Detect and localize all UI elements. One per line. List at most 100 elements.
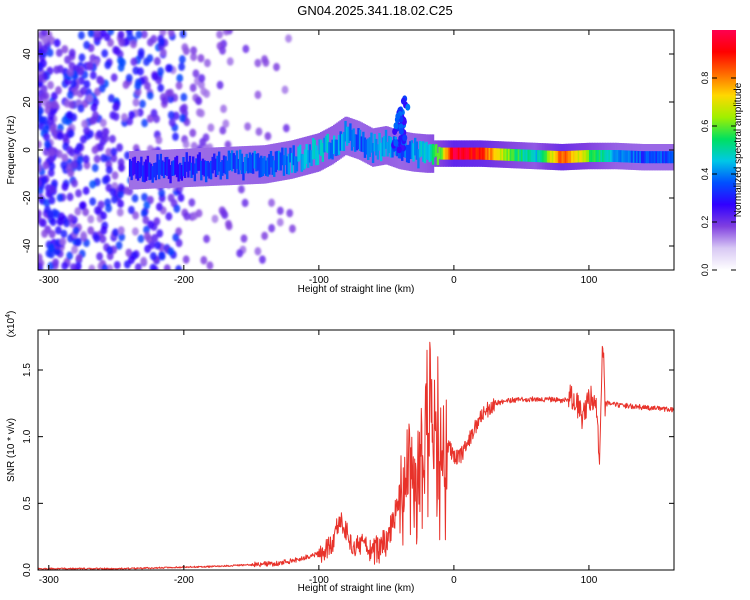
spectrogram-cell xyxy=(632,150,636,163)
spectrogram-cell xyxy=(230,150,234,172)
spectrogram-cell xyxy=(567,150,571,163)
spectrogram-cell xyxy=(165,212,173,221)
spectrogram-cell xyxy=(564,151,568,164)
spectrogram-cell xyxy=(362,131,365,153)
spectrogram-cell xyxy=(345,126,349,146)
spectrogram-cell xyxy=(511,148,514,161)
spectrogram-cell xyxy=(204,58,211,68)
spectrogram-cell xyxy=(441,147,444,160)
spectrogram-cell xyxy=(38,106,44,116)
spectrogram-cell xyxy=(262,58,270,67)
spectrogram-cell xyxy=(116,143,123,152)
spectrogram-cell xyxy=(407,144,410,164)
spectrogram-cells xyxy=(38,30,674,270)
spectrogram-cell xyxy=(102,127,110,137)
spectrogram-cell xyxy=(79,135,87,144)
spectrogram-cell xyxy=(156,229,164,238)
spectrogram-cell xyxy=(529,149,532,162)
spectrogram-cell xyxy=(113,46,121,56)
spectrogram-cell xyxy=(398,127,404,135)
spectrogram-cell xyxy=(47,111,55,121)
spectrogram-cell xyxy=(178,62,186,71)
spectrogram-cell xyxy=(77,104,85,113)
spectrogram-cell xyxy=(42,125,50,134)
spectrogram-cell xyxy=(130,160,133,181)
spectrogram-cell xyxy=(533,150,537,162)
spectrogram-cell xyxy=(98,84,106,93)
spectrogram-cell xyxy=(430,144,433,161)
spectrogram-cell xyxy=(134,81,142,91)
spectrogram-cell xyxy=(605,150,608,162)
colorbar-tick-label: 0.6 xyxy=(700,120,710,133)
spectrogram-cell xyxy=(650,151,653,164)
spectrogram-cell xyxy=(48,162,56,171)
spectrogram-cell xyxy=(339,131,342,151)
spectrogram-cell xyxy=(558,151,561,164)
spectrogram-cell xyxy=(161,96,169,105)
spectrogram-cell xyxy=(289,147,292,163)
spectrogram-cell xyxy=(157,83,165,93)
spectrogram-cell xyxy=(392,127,398,135)
spectrogram-cell xyxy=(130,57,138,67)
y-tick-label: -20 xyxy=(22,190,33,205)
spectrogram-cell xyxy=(344,120,347,142)
spectrogram-cell xyxy=(158,188,166,198)
spectrogram-cell xyxy=(118,38,126,47)
spectrogram-cell xyxy=(527,149,530,162)
spectrogram-cell xyxy=(614,150,618,162)
spectrogram-cell xyxy=(76,67,84,76)
spectrogram-cell xyxy=(75,254,83,263)
spectrogram-cell xyxy=(132,98,140,107)
spectrogram-cell xyxy=(82,207,90,217)
spectrogram-cell xyxy=(38,73,44,83)
spectrogram-cell xyxy=(119,58,126,67)
spectrogram-cell xyxy=(303,149,307,169)
spectrogram-cell xyxy=(467,147,470,160)
spectrogram-cell xyxy=(101,264,109,270)
snr-series-line xyxy=(38,341,674,570)
spectrogram-cell xyxy=(140,156,143,177)
spectrogram-cell xyxy=(167,30,175,37)
spectrogram-cell xyxy=(139,99,146,109)
spectrogram-cell xyxy=(255,153,258,172)
spectrogram-cell xyxy=(209,160,213,180)
spectrogram-cell xyxy=(532,149,535,162)
spectrogram-cell xyxy=(190,162,193,178)
spectrogram-cell xyxy=(268,198,275,208)
spectrogram-cell xyxy=(61,153,69,162)
spectrogram-cell xyxy=(147,220,155,229)
spectrogram-cell xyxy=(227,150,231,171)
spectrogram-cell xyxy=(66,90,74,100)
spectrogram-cell xyxy=(49,217,57,227)
spectrogram-cell xyxy=(55,226,62,235)
spectrogram-cell xyxy=(341,134,344,151)
spectrogram-cell xyxy=(546,150,550,163)
spectrogram-cell xyxy=(266,157,269,177)
spectrogram-cell xyxy=(294,156,297,173)
spectrogram-cell xyxy=(245,153,248,172)
spectrogram-y-axis: -40 -20 0 20 40 xyxy=(22,48,674,253)
spectrogram-cell xyxy=(67,168,75,178)
spectrogram-cell xyxy=(38,115,44,124)
spectrogram-cell xyxy=(198,152,201,171)
spectrogram-cell xyxy=(401,144,404,161)
spectrogram-cell xyxy=(206,261,214,270)
spectrogram-cell xyxy=(357,128,360,150)
spectrogram-cell xyxy=(151,72,159,81)
spectrogram-cell xyxy=(111,195,118,204)
spectrogram-cell xyxy=(613,150,616,162)
spectrogram-cell xyxy=(59,237,67,246)
spectrogram-cell xyxy=(268,154,271,175)
spectrogram-cell xyxy=(166,156,169,176)
spectrogram-cell xyxy=(106,246,114,255)
spectrogram-cell xyxy=(117,158,125,167)
spectrogram-cell xyxy=(170,161,174,177)
spectrogram-cell xyxy=(175,265,182,270)
spectrogram-cell xyxy=(161,160,164,177)
spectrogram-cell xyxy=(100,211,107,220)
spectrogram-cell xyxy=(48,147,56,157)
spectrogram-cell xyxy=(157,67,165,76)
spectrogram-cell xyxy=(146,54,154,63)
spectrogram-cell xyxy=(448,147,451,160)
spectrogram-cell xyxy=(61,261,69,270)
